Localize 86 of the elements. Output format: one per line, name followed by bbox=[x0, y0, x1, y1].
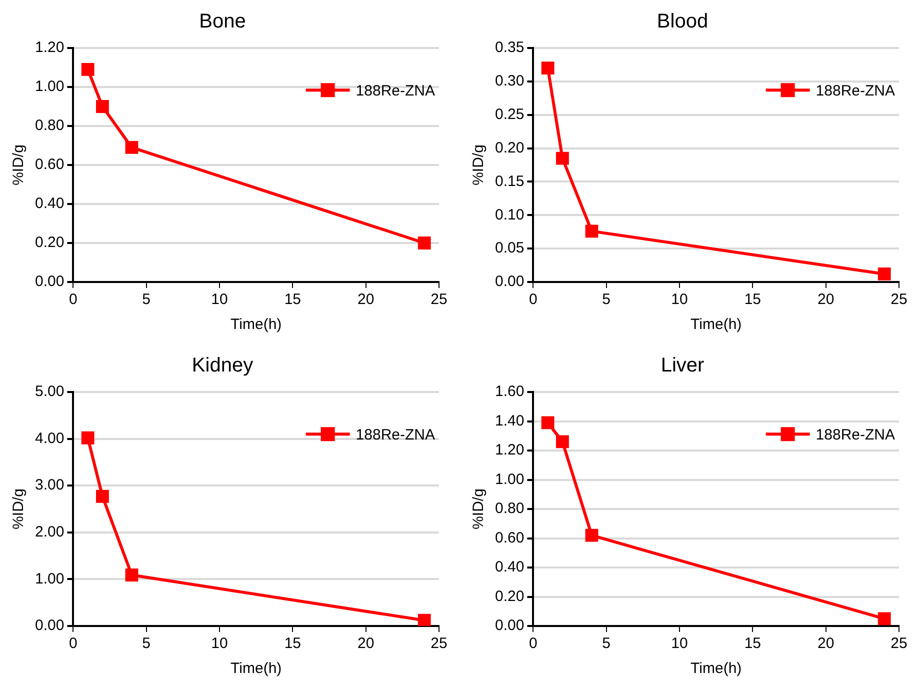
y-tick-label: 0.40 bbox=[34, 195, 64, 212]
point bbox=[418, 236, 431, 250]
point bbox=[878, 612, 891, 626]
y-tick-label: 1.20 bbox=[34, 39, 64, 56]
point bbox=[96, 490, 109, 503]
y-tick-label: 1.20 bbox=[494, 442, 524, 459]
y-tick-label: 0.80 bbox=[34, 117, 64, 134]
y-axis-title: %ID/g bbox=[10, 144, 28, 186]
y-tick-label: 0.00 bbox=[494, 617, 524, 634]
point bbox=[556, 435, 569, 448]
y-tick-label: 1.00 bbox=[494, 470, 524, 488]
x-tick-label: 5 bbox=[142, 635, 151, 652]
y-tick-label: 0.40 bbox=[494, 558, 524, 576]
point bbox=[418, 614, 431, 626]
x-axis-title: Time(h) bbox=[690, 316, 742, 334]
point bbox=[81, 431, 94, 444]
chart-title: Kidney bbox=[192, 354, 254, 377]
x-tick-label: 10 bbox=[671, 291, 688, 308]
x-tick-label: 15 bbox=[284, 291, 302, 308]
x-tick-label: 5 bbox=[602, 635, 611, 652]
x-tick-label: 20 bbox=[357, 635, 374, 652]
y-tick-label: 0.60 bbox=[494, 529, 524, 546]
y-tick-label: 0.80 bbox=[494, 500, 524, 518]
x-axis-title: Time(h) bbox=[690, 660, 742, 678]
y-tick-label: 5.00 bbox=[34, 383, 64, 400]
y-tick-label: 1.60 bbox=[494, 383, 524, 400]
y-tick-label: 0.30 bbox=[494, 72, 524, 90]
point bbox=[585, 528, 598, 542]
chart-title: Liver bbox=[660, 354, 705, 377]
y-tick-label: 2.00 bbox=[34, 524, 64, 541]
y-tick-label: 0.35 bbox=[494, 39, 524, 56]
x-tick-label: 5 bbox=[602, 291, 611, 308]
y-tick-label: 0.15 bbox=[494, 172, 524, 190]
y-tick-label: 1.40 bbox=[494, 412, 524, 430]
x-axis-title: Time(h) bbox=[230, 660, 282, 678]
x-tick-label: 0 bbox=[69, 291, 78, 308]
y-tick-label: 0.20 bbox=[494, 588, 524, 605]
y-tick-label: 3.00 bbox=[34, 476, 64, 494]
x-tick-label: 25 bbox=[890, 635, 908, 652]
x-tick-label: 20 bbox=[817, 635, 834, 652]
x-tick-label: 25 bbox=[430, 635, 448, 652]
x-tick-label: 15 bbox=[744, 291, 762, 308]
x-axis-title: Time(h) bbox=[230, 316, 282, 334]
point bbox=[541, 416, 554, 430]
x-tick-label: 25 bbox=[890, 291, 908, 308]
x-tick-label: 15 bbox=[744, 635, 762, 652]
x-tick-label: 25 bbox=[430, 291, 448, 308]
y-tick-label: 0.00 bbox=[34, 617, 64, 634]
y-tick-label: 0.25 bbox=[494, 106, 524, 123]
legend-label: 188Re-ZNA bbox=[816, 426, 896, 444]
x-tick-label: 20 bbox=[817, 291, 834, 308]
point bbox=[585, 224, 598, 238]
point bbox=[878, 268, 891, 280]
chart-title: Blood bbox=[656, 10, 708, 33]
point bbox=[96, 100, 109, 113]
x-tick-label: 15 bbox=[284, 635, 302, 652]
x-tick-label: 0 bbox=[529, 291, 538, 308]
x-tick-label: 10 bbox=[211, 291, 228, 308]
y-axis-title: %ID/g bbox=[470, 144, 488, 186]
point bbox=[125, 141, 138, 154]
point bbox=[125, 568, 138, 582]
x-tick-label: 10 bbox=[671, 635, 688, 652]
y-tick-label: 1.00 bbox=[34, 78, 64, 96]
legend-label: 188Re-ZNA bbox=[356, 82, 436, 100]
y-axis-title: %ID/g bbox=[470, 488, 488, 530]
y-tick-label: 0.20 bbox=[34, 234, 64, 252]
y-tick-label: 0.00 bbox=[494, 273, 524, 290]
x-tick-label: 0 bbox=[69, 635, 78, 652]
y-tick-label: 0.60 bbox=[34, 156, 64, 174]
x-tick-label: 0 bbox=[529, 635, 538, 652]
y-tick-label: 1.00 bbox=[34, 570, 64, 588]
y-tick-label: 0.10 bbox=[494, 206, 524, 224]
x-tick-label: 5 bbox=[142, 291, 151, 308]
y-axis-title: %ID/g bbox=[10, 488, 28, 530]
point bbox=[81, 63, 94, 76]
y-tick-label: 0.20 bbox=[494, 139, 524, 156]
legend-label: 188Re-ZNA bbox=[356, 426, 436, 444]
chart-title: Bone bbox=[199, 10, 246, 33]
legend-label: 188Re-ZNA bbox=[816, 82, 896, 100]
y-tick-label: 4.00 bbox=[34, 430, 64, 447]
y-tick-label: 0.00 bbox=[34, 273, 64, 290]
x-tick-label: 20 bbox=[357, 291, 374, 308]
point bbox=[541, 62, 554, 75]
point bbox=[556, 152, 569, 165]
x-tick-label: 10 bbox=[211, 635, 228, 652]
y-tick-label: 0.05 bbox=[494, 240, 524, 257]
